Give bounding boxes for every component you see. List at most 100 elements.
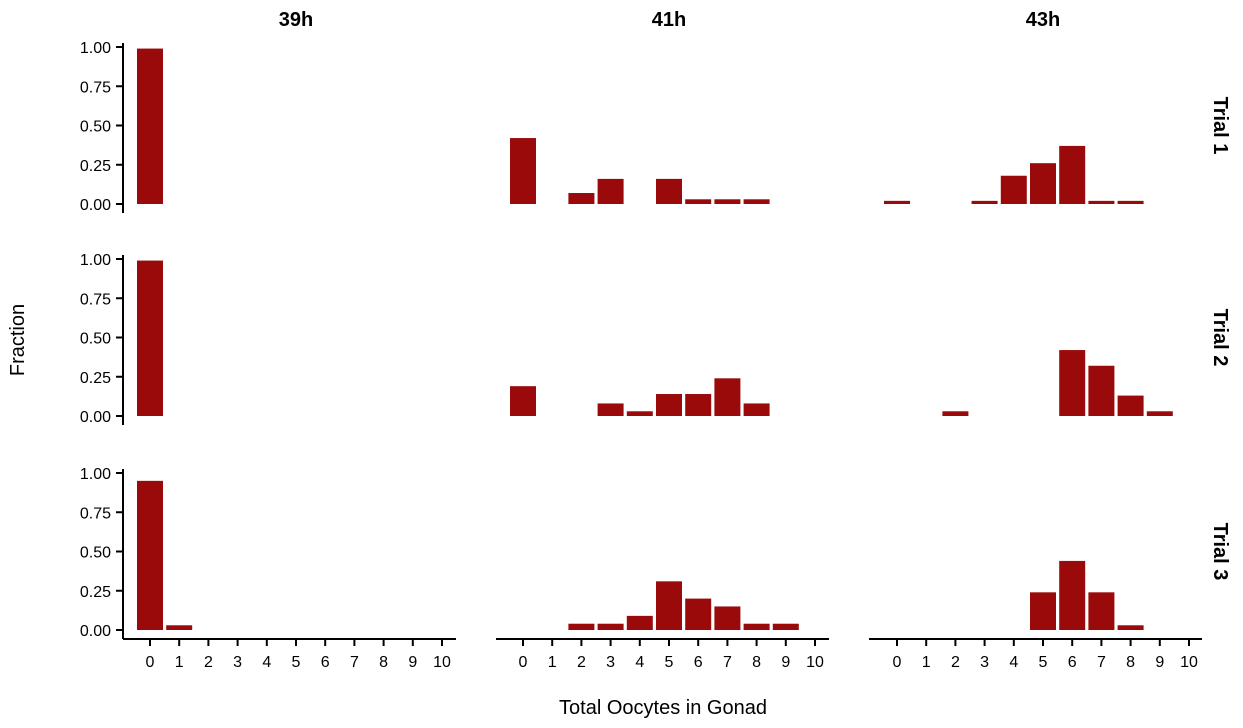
bar-41h-trial-3-9 — [772, 623, 799, 630]
bar-43h-trial-1-6 — [1059, 145, 1086, 204]
x-tick-label: 3 — [606, 654, 615, 671]
x-tick-label: 6 — [694, 654, 703, 671]
bar-43h-trial-2-8 — [1117, 395, 1144, 416]
x-tick-label: 2 — [951, 654, 960, 671]
bar-41h-trial-1-2 — [568, 193, 595, 204]
x-tick-label: 1 — [922, 654, 931, 671]
bar-43h-trial-1-4 — [1000, 175, 1027, 204]
x-tick-label: 4 — [635, 654, 644, 671]
bar-41h-trial-2-6 — [685, 394, 712, 416]
x-tick-label: 3 — [233, 654, 242, 671]
y-tick-label: 0.50 — [80, 331, 111, 348]
x-tick-label: 8 — [379, 654, 388, 671]
y-tick-label: 0.25 — [80, 158, 111, 175]
bar-41h-trial-1-7 — [714, 199, 741, 204]
y-tick-label: 0.75 — [80, 291, 111, 308]
bar-43h-trial-1-7 — [1088, 200, 1115, 204]
bar-43h-trial-1-0 — [884, 200, 910, 204]
y-tick-label: 1.00 — [80, 466, 111, 483]
x-tick-label: 2 — [577, 654, 586, 671]
x-tick-label: 7 — [1097, 654, 1106, 671]
column-header-39h: 39h — [279, 9, 313, 31]
bar-41h-trial-1-5 — [656, 178, 682, 204]
bar-43h-trial-2-7 — [1088, 365, 1115, 416]
x-tick-label: 2 — [204, 654, 213, 671]
bar-41h-trial-2-8 — [743, 403, 770, 416]
y-axis-title: Fraction — [7, 304, 29, 376]
x-tick-label: 5 — [292, 654, 301, 671]
x-tick-label: 4 — [262, 654, 271, 671]
x-tick-label: 6 — [321, 654, 330, 671]
bar-41h-trial-1-0 — [510, 138, 536, 204]
x-tick-label: 8 — [752, 654, 761, 671]
y-tick-label: 0.50 — [80, 119, 111, 136]
x-tick-label: 3 — [980, 654, 989, 671]
x-tick-label: 8 — [1126, 654, 1135, 671]
bar-41h-trial-3-3 — [597, 623, 624, 630]
bar-43h-trial-3-7 — [1088, 592, 1115, 630]
row-header-trial-3: Trial 3 — [1209, 523, 1231, 581]
x-tick-label: 0 — [519, 654, 528, 671]
bar-41h-trial-2-7 — [714, 378, 741, 416]
x-tick-label: 10 — [1180, 654, 1198, 671]
x-tick-label: 10 — [433, 654, 451, 671]
y-tick-label: 1.00 — [80, 252, 111, 269]
bar-43h-trial-3-5 — [1030, 592, 1056, 630]
column-header-43h: 43h — [1026, 9, 1060, 31]
y-tick-label: 0.00 — [80, 197, 111, 214]
y-tick-label: 0.75 — [80, 79, 111, 96]
bar-41h-trial-3-6 — [685, 598, 712, 630]
row-header-trial-1: Trial 1 — [1209, 97, 1231, 155]
y-tick-label: 1.00 — [80, 40, 111, 57]
bar-43h-trial-1-3 — [971, 200, 998, 204]
x-tick-label: 4 — [1009, 654, 1018, 671]
y-tick-label: 0.25 — [80, 584, 111, 601]
bar-39h-trial-1-0 — [137, 48, 163, 204]
bar-43h-trial-3-6 — [1059, 560, 1086, 630]
y-tick-label: 0.25 — [80, 370, 111, 387]
bar-41h-trial-3-7 — [714, 606, 741, 630]
x-tick-label: 10 — [806, 654, 824, 671]
x-tick-label: 9 — [1155, 654, 1164, 671]
bar-41h-trial-3-4 — [626, 615, 653, 630]
bar-39h-trial-3-1 — [166, 625, 193, 630]
x-tick-label: 5 — [1039, 654, 1048, 671]
x-axis-title: Total Oocytes in Gonad — [559, 697, 767, 719]
x-tick-label: 9 — [781, 654, 790, 671]
x-tick-label: 0 — [146, 654, 155, 671]
bar-43h-trial-3-8 — [1117, 625, 1144, 630]
bar-41h-trial-1-6 — [685, 199, 712, 204]
bar-43h-trial-2-2 — [942, 411, 969, 416]
bar-41h-trial-3-8 — [743, 623, 770, 630]
bar-43h-trial-1-5 — [1030, 163, 1056, 204]
bar-43h-trial-2-9 — [1146, 411, 1173, 416]
bar-41h-trial-2-4 — [626, 411, 653, 416]
row-header-trial-2: Trial 2 — [1209, 309, 1231, 367]
y-tick-label: 0.75 — [80, 505, 111, 522]
bar-41h-trial-2-3 — [597, 403, 624, 416]
bar-39h-trial-2-0 — [137, 260, 163, 416]
bar-41h-trial-3-2 — [568, 623, 595, 630]
x-tick-label: 7 — [350, 654, 359, 671]
column-header-41h: 41h — [652, 9, 686, 31]
x-tick-label: 7 — [723, 654, 732, 671]
x-tick-label: 1 — [175, 654, 184, 671]
x-tick-label: 1 — [548, 654, 557, 671]
x-tick-label: 6 — [1068, 654, 1077, 671]
bar-39h-trial-3-0 — [137, 480, 163, 630]
x-tick-label: 0 — [893, 654, 902, 671]
bar-43h-trial-1-8 — [1117, 200, 1144, 204]
bar-41h-trial-2-5 — [656, 394, 682, 416]
x-tick-label: 9 — [408, 654, 417, 671]
y-tick-label: 0.50 — [80, 545, 111, 562]
bar-43h-trial-2-6 — [1059, 350, 1086, 416]
y-tick-label: 0.00 — [80, 409, 111, 426]
bar-41h-trial-2-0 — [510, 386, 536, 416]
y-tick-label: 0.00 — [80, 623, 111, 640]
bar-41h-trial-3-5 — [656, 581, 682, 630]
bar-41h-trial-1-8 — [743, 199, 770, 204]
bar-41h-trial-1-3 — [597, 178, 624, 204]
x-tick-label: 5 — [665, 654, 674, 671]
